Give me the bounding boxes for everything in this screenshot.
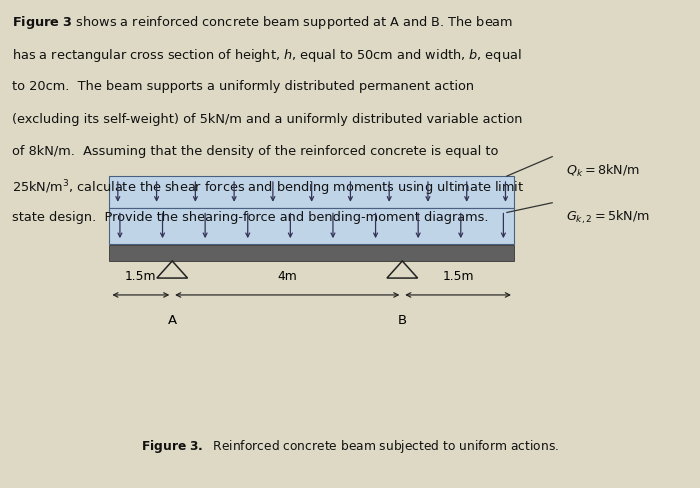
Text: $Q_k = 8\mathrm{kN/m}$: $Q_k = 8\mathrm{kN/m}$ <box>566 163 640 179</box>
Text: has a rectangular cross section of height, $h$, equal to 50cm and width, $b$, eq: has a rectangular cross section of heigh… <box>12 46 522 63</box>
Text: $\mathbf{Figure\ 3}$ shows a reinforced concrete beam supported at A and B. The : $\mathbf{Figure\ 3}$ shows a reinforced … <box>12 14 513 31</box>
Bar <box>109 176 514 207</box>
Text: (excluding its self-weight) of 5kN/m and a uniformly distributed variable action: (excluding its self-weight) of 5kN/m and… <box>12 113 522 125</box>
Text: state design.  Provide the shearing-force and bending-moment diagrams.: state design. Provide the shearing-force… <box>12 211 489 224</box>
Text: 25kN/m$^3$, calculate the shear forces and bending moments using ultimate limit: 25kN/m$^3$, calculate the shear forces a… <box>12 179 524 198</box>
Text: 4m: 4m <box>277 270 297 283</box>
Text: to 20cm.  The beam supports a uniformly distributed permanent action: to 20cm. The beam supports a uniformly d… <box>12 80 474 93</box>
Bar <box>109 245 514 261</box>
Text: of 8kN/m.  Assuming that the density of the reinforced concrete is equal to: of 8kN/m. Assuming that the density of t… <box>12 145 498 159</box>
Text: 1.5m: 1.5m <box>442 270 474 283</box>
Text: $G_{k,2} = 5\mathrm{kN/m}$: $G_{k,2} = 5\mathrm{kN/m}$ <box>566 208 650 226</box>
Text: 1.5m: 1.5m <box>125 270 157 283</box>
Text: A: A <box>167 314 177 327</box>
Bar <box>109 207 514 244</box>
Text: $\mathbf{Figure\ 3.}$  Reinforced concrete beam subjected to uniform actions.: $\mathbf{Figure\ 3.}$ Reinforced concret… <box>141 438 559 455</box>
Text: B: B <box>398 314 407 327</box>
